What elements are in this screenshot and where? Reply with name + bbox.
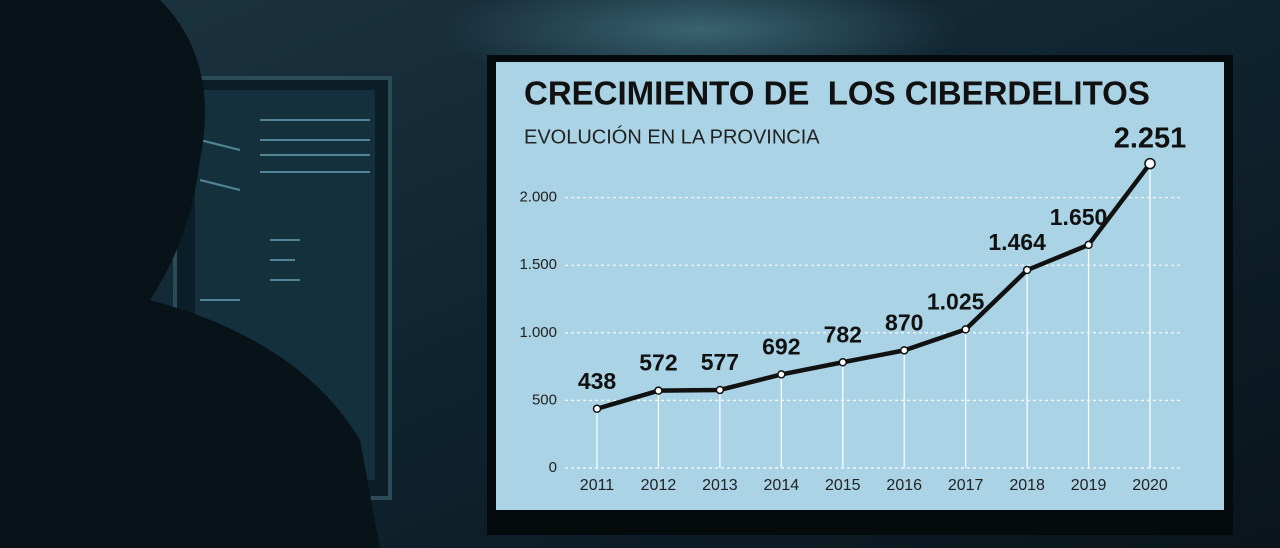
plot: 0 500 1.000 1.500 2.000 438 572 577 692 782 8701.0… [519,122,1186,494]
person-silhouette [0,0,380,548]
data-point [1084,240,1093,250]
data-point [899,346,909,355]
value-label: 572 [639,350,677,376]
x-tick-label: 2016 [886,477,922,494]
value-label: 1.464 [988,229,1046,255]
data-line [596,162,1152,411]
data-point [777,370,786,379]
x-tick-label: 2020 [1132,477,1168,494]
chart-subtitle: EVOLUCIÓN EN LA PROVINCIA [524,125,820,148]
value-label: 782 [824,321,862,347]
chart-panel [496,62,1224,510]
x-tick-label: 2019 [1071,477,1107,494]
y-tick-label: 0 [549,459,557,476]
chart-title: CRECIMIENTO DE LOS CIBERDELITOS [524,75,1150,112]
y-tick-label: 1.500 [519,256,557,273]
value-label: 438 [578,368,617,394]
x-tick-label: 2014 [764,477,800,494]
value-label: 870 [885,309,923,335]
y-tick-label: 500 [532,391,557,408]
value-label: 577 [701,349,739,375]
x-tick-label: 2011 [580,477,615,494]
data-point [592,404,602,414]
data-point [1144,157,1156,170]
data-point [1022,265,1032,275]
screen-lines [199,119,370,301]
x-tick-label: 2012 [641,477,677,494]
data-point [715,385,725,395]
x-tick-label: 2013 [702,477,738,494]
value-label: 2.251 [1114,122,1187,154]
data-point [961,325,970,334]
value-label: 692 [762,334,800,360]
y-tick-label: 2.000 [519,189,557,206]
data-point [654,386,663,395]
value-label: 1.025 [927,288,985,314]
x-tick-label: 2015 [825,477,861,494]
data-point [838,358,848,367]
x-tick-label: 2017 [948,477,984,494]
x-tick-label: 2018 [1009,477,1045,494]
y-tick-label: 1.000 [519,324,557,341]
value-label: 1.650 [1050,204,1108,230]
